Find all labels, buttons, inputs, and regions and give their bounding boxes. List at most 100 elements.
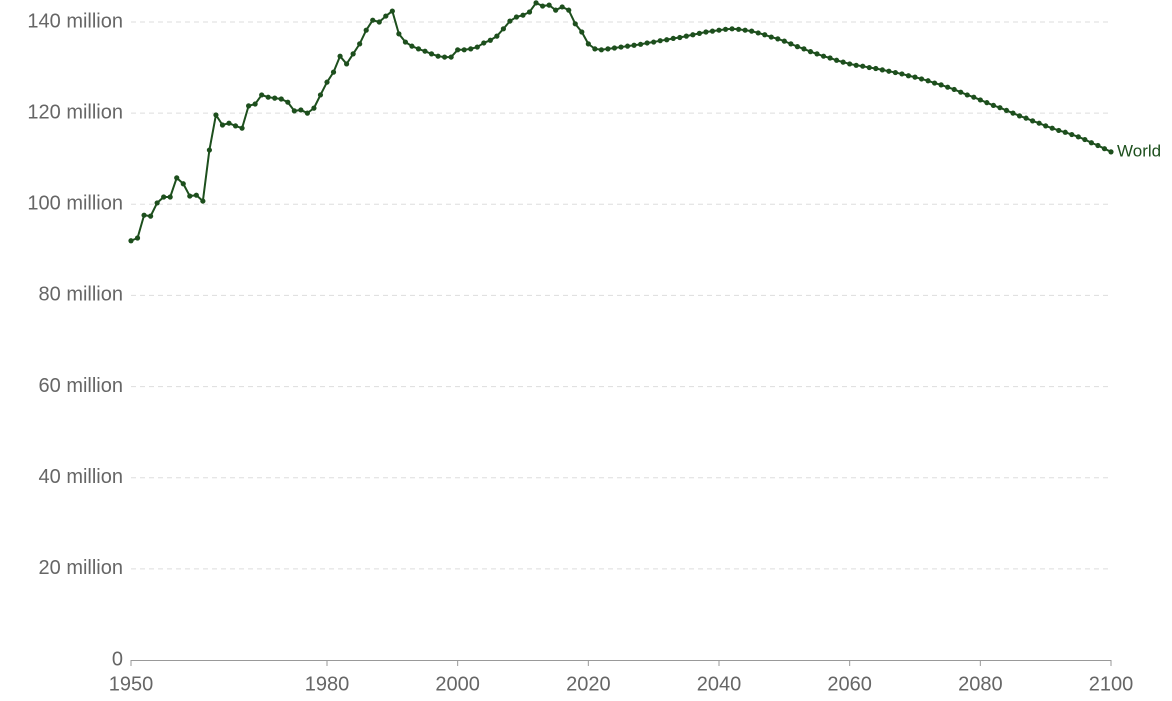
point [239, 125, 245, 131]
point [272, 95, 278, 101]
x-tick-label: 2020 [566, 673, 611, 695]
point [278, 96, 284, 102]
point [938, 82, 944, 88]
point [598, 47, 605, 53]
point [755, 30, 761, 36]
point [344, 61, 350, 67]
point [1095, 142, 1101, 149]
x-tick-label: 1980 [305, 673, 350, 695]
point [226, 120, 232, 126]
point [206, 147, 212, 153]
point [167, 194, 173, 200]
point [500, 26, 506, 32]
point [781, 38, 787, 44]
point [422, 48, 428, 54]
point [559, 4, 565, 10]
point [383, 13, 389, 19]
y-tick-label: 80 million [39, 284, 123, 306]
point [768, 34, 774, 40]
point [696, 30, 703, 36]
point [193, 192, 199, 198]
point [807, 49, 814, 55]
point [762, 32, 768, 38]
point [618, 44, 624, 50]
point [1030, 118, 1036, 124]
point [873, 65, 879, 72]
point [1036, 120, 1042, 126]
line [130, 1, 1112, 242]
point [1016, 113, 1023, 119]
point [605, 46, 611, 52]
point [801, 46, 807, 52]
point [579, 29, 585, 35]
point [657, 38, 663, 44]
series-label: World [1117, 141, 1161, 160]
point [337, 53, 343, 59]
point [232, 123, 239, 129]
point [134, 235, 141, 241]
point [317, 92, 324, 98]
point [148, 213, 154, 219]
point [494, 33, 500, 39]
point [298, 107, 304, 113]
point [350, 51, 356, 57]
point [370, 17, 376, 23]
point [265, 94, 271, 100]
point [1010, 110, 1016, 116]
point [990, 102, 997, 108]
point [847, 61, 853, 67]
point [736, 26, 742, 32]
point [1101, 146, 1108, 152]
y-tick-label: 0 [112, 648, 123, 670]
point [540, 3, 546, 9]
point [1049, 125, 1055, 131]
point [513, 14, 520, 20]
point [677, 34, 683, 41]
point [918, 76, 925, 82]
point [611, 45, 618, 51]
point [958, 89, 964, 95]
point [1003, 107, 1010, 114]
point [402, 39, 408, 45]
point [520, 12, 526, 18]
point [585, 41, 591, 47]
x-tick-label: 2000 [435, 673, 480, 695]
x-tick-label: 2100 [1089, 673, 1134, 695]
point [951, 86, 957, 93]
point [324, 79, 330, 85]
point [363, 27, 369, 33]
y-tick-label: 120 million [27, 101, 123, 123]
point [820, 53, 827, 59]
point [252, 101, 258, 107]
point [428, 51, 435, 57]
point [259, 92, 265, 98]
point [1075, 134, 1081, 140]
point [1023, 115, 1029, 121]
x-tick-label: 2080 [958, 673, 1003, 695]
point [1069, 131, 1075, 138]
point [664, 37, 670, 43]
point [481, 40, 487, 46]
point [775, 36, 781, 42]
point [311, 105, 317, 111]
point [180, 181, 186, 187]
point [722, 26, 729, 32]
point [670, 35, 676, 42]
point [246, 103, 252, 109]
point [1108, 149, 1114, 155]
point [304, 110, 310, 116]
point [742, 27, 748, 33]
point [683, 33, 689, 39]
point [409, 43, 415, 49]
point [997, 105, 1003, 111]
x-tick-label: 2040 [697, 673, 742, 695]
point [709, 28, 716, 34]
point [631, 42, 637, 48]
point [357, 41, 363, 47]
point [435, 53, 441, 59]
point [154, 200, 160, 206]
point [213, 112, 219, 118]
point [1056, 127, 1062, 134]
point [285, 99, 291, 105]
point [964, 92, 970, 98]
